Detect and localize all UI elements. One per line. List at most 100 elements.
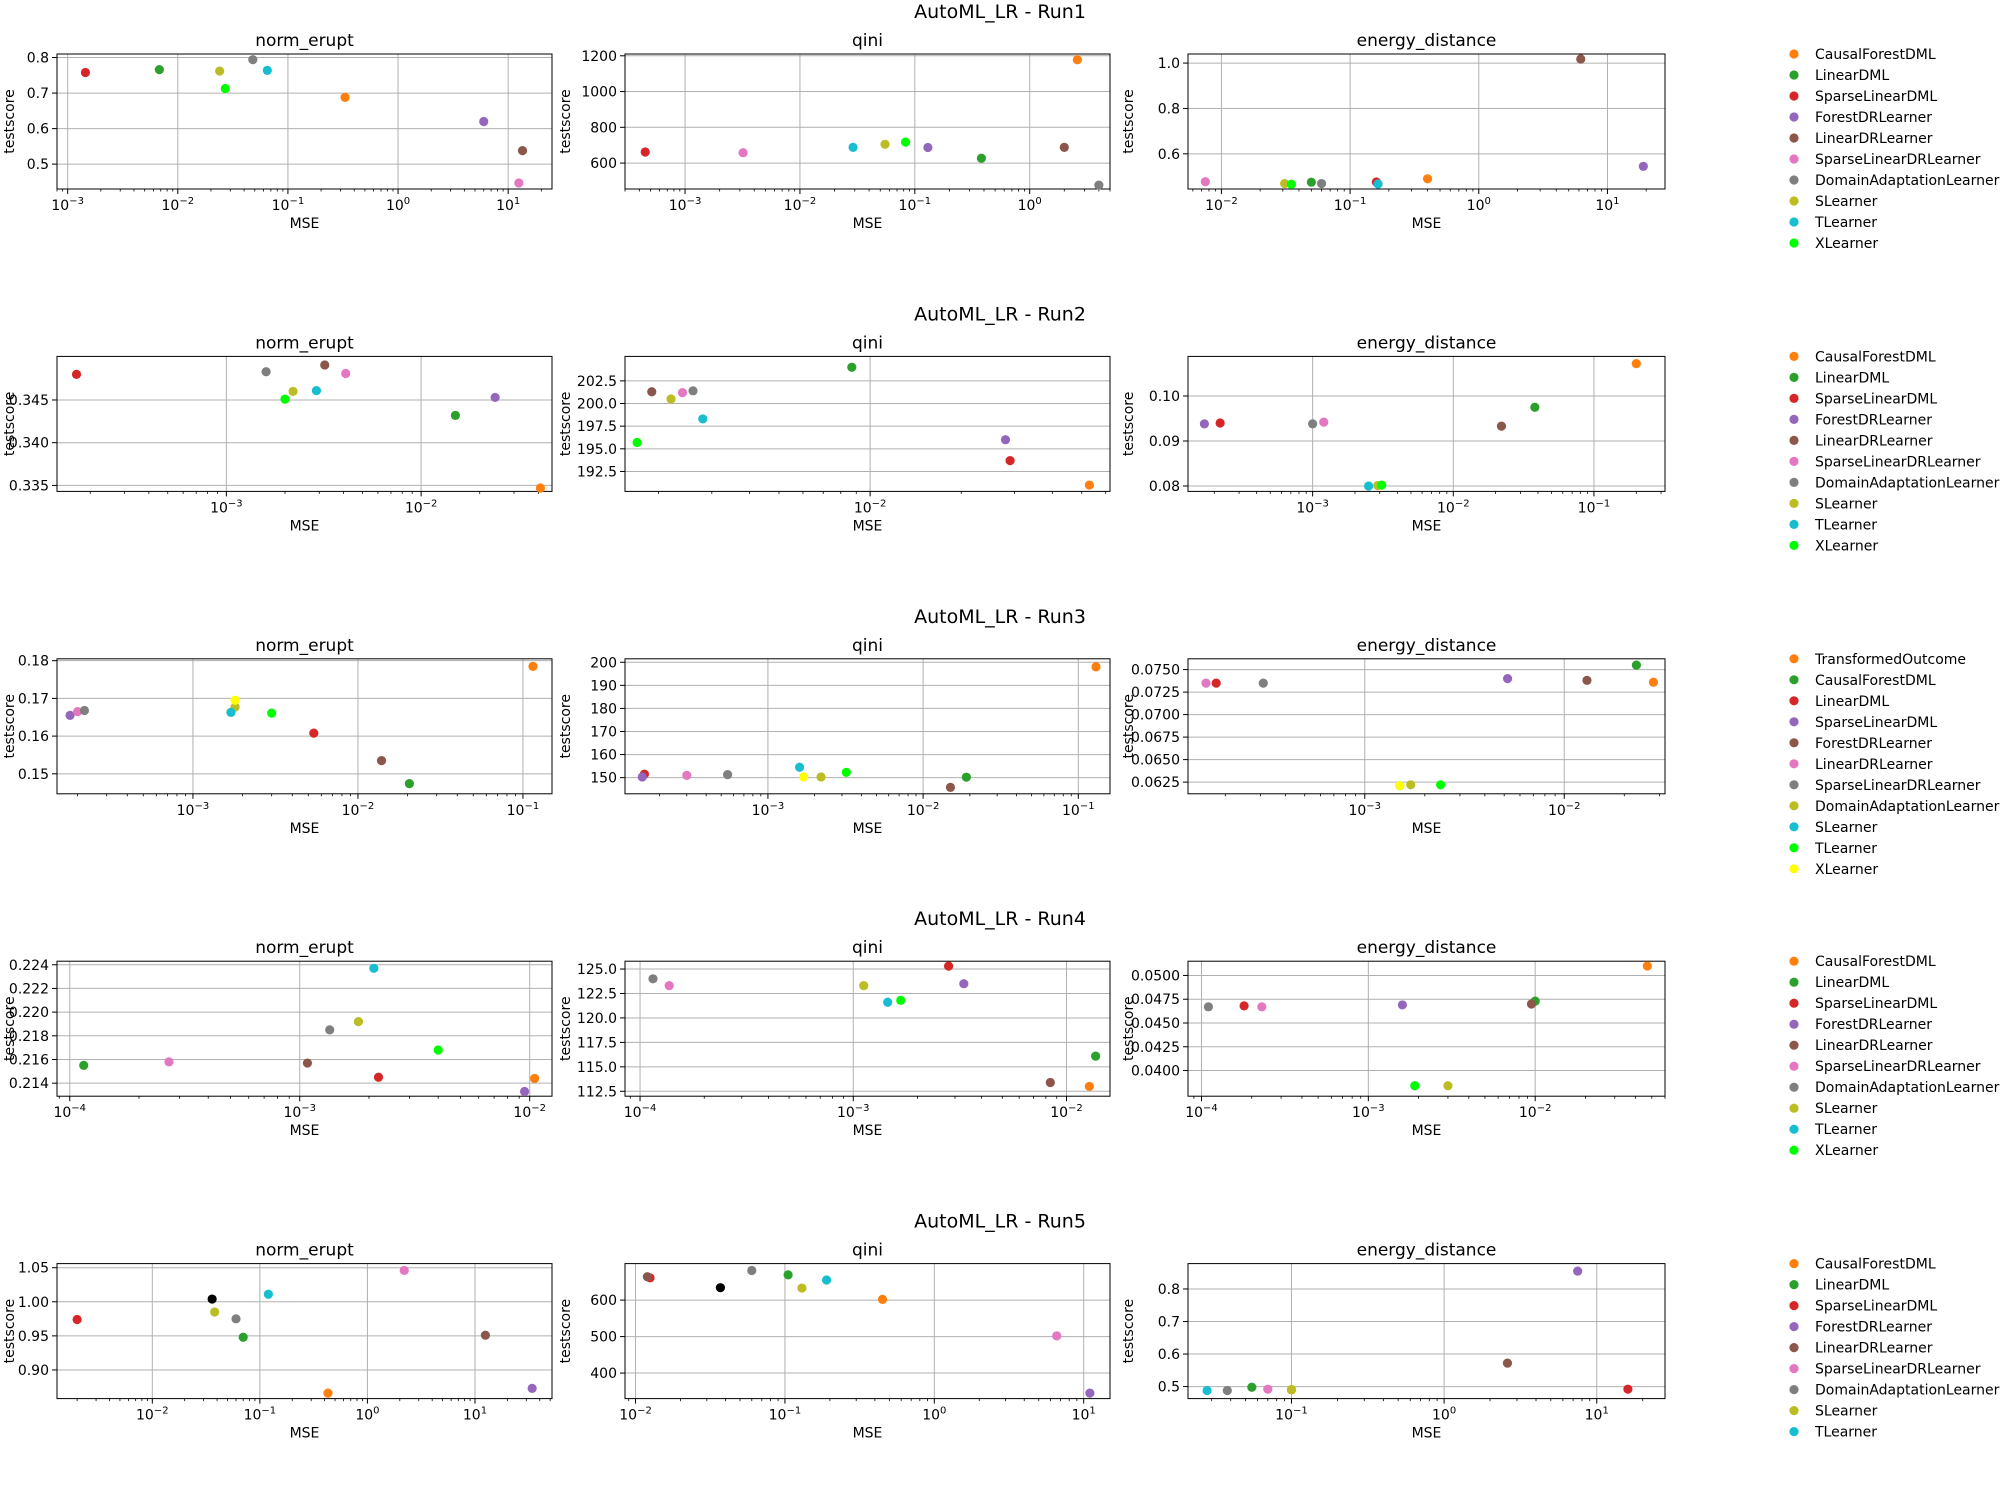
- y-axis-label: testscore: [558, 1299, 574, 1364]
- x-tick-label: 10−3: [1352, 1103, 1385, 1121]
- point-xlearner: [632, 437, 642, 448]
- axes-frame: [56, 53, 553, 190]
- legend-label: CausalForestDML: [1815, 673, 1936, 689]
- point-xlearner: [220, 83, 230, 94]
- point-domainadaptationlearner: [1316, 178, 1327, 189]
- legend-label: SLearner: [1815, 496, 1878, 512]
- legend-marker: [1789, 1082, 1799, 1092]
- axes-frame: [56, 355, 553, 492]
- x-axis-label: MSE: [290, 821, 320, 837]
- y-axis-label: testscore: [558, 392, 574, 457]
- panel-title: qini: [852, 31, 883, 51]
- point-causalforestdml: [877, 1294, 888, 1304]
- point-tlearner: [262, 65, 272, 75]
- y-tick-label: 1.0: [1158, 56, 1180, 72]
- legend-marker: [1789, 998, 1799, 1008]
- panel-energy_distance: energy_distance 10−3 10−2 10−1 0.08 0.09 0.10 M…: [1121, 333, 1666, 534]
- y-tick-label: 0.0750: [1131, 663, 1180, 679]
- point-lineardrlearner: [480, 1330, 491, 1340]
- point-sparselineardrlearner: [399, 1265, 409, 1276]
- legend-label: ForestDRLearner: [1815, 1017, 1932, 1033]
- point-lineardml: [1247, 1382, 1257, 1392]
- point-slearner: [226, 707, 236, 717]
- legend-marker: [1789, 498, 1799, 508]
- y-tick-label: 0.10: [1149, 389, 1180, 405]
- legend-marker: [1789, 738, 1799, 748]
- y-tick-label: 0.95: [18, 1329, 49, 1345]
- x-tick-label: 100: [355, 1406, 379, 1424]
- point-xlearner: [1377, 480, 1387, 490]
- y-axis-label: testscore: [1121, 1299, 1137, 1364]
- y-tick-label: 0.0450: [1131, 1016, 1180, 1032]
- point-domainadaptationlearner: [231, 1314, 241, 1324]
- y-tick-label: 160: [590, 748, 617, 764]
- y-tick-label: 0.224: [9, 958, 49, 974]
- legend-label: SparseLinearDML: [1815, 715, 1937, 731]
- run-5: AutoML_LR - Run5 norm_erupt 10−2 10−1 100 101…: [2, 1211, 2000, 1442]
- y-axis-label: testscore: [2, 996, 18, 1061]
- point-lineardml: [1306, 177, 1316, 187]
- legend-label: TransformedOutcome: [1814, 652, 1966, 668]
- panel-title: energy_distance: [1357, 636, 1497, 656]
- point-causalforestdml: [1642, 961, 1652, 971]
- legend-marker: [1789, 654, 1799, 664]
- panel-title: qini: [852, 333, 883, 353]
- y-tick-label: 122.5: [577, 986, 617, 1002]
- legend-label: DomainAdaptationLearner: [1815, 173, 2000, 189]
- y-tick-label: 0.8: [1158, 1282, 1180, 1298]
- panel-qini: qini 10−3 10−2 10−1 150 160 170 180 190 200 MSE tes…: [558, 636, 1111, 837]
- legend-marker: [1789, 1145, 1799, 1155]
- point-causalforestdml: [340, 92, 350, 102]
- point-xlearner: [1395, 781, 1405, 791]
- legend-marker: [1789, 49, 1799, 59]
- panel-qini: qini 10−3 10−2 10−1 100 600 800 1000 1200 MSE test…: [558, 31, 1111, 232]
- point-causalforestdml: [323, 1388, 333, 1398]
- point-forestdrlearner: [1638, 161, 1648, 171]
- y-axis-label: testscore: [2, 392, 18, 457]
- x-tick-label: 10−2: [136, 1406, 169, 1424]
- y-axis-label: testscore: [1121, 996, 1137, 1061]
- point-lineardrlearner: [1576, 54, 1586, 64]
- legend-marker: [1789, 372, 1799, 382]
- legend-marker: [1789, 675, 1799, 685]
- y-tick-label: 202.5: [577, 374, 617, 390]
- y-axis-label: testscore: [2, 1299, 18, 1364]
- x-tick-label: 10−1: [769, 1406, 802, 1424]
- point-tlearner: [1373, 179, 1383, 189]
- legend-marker: [1789, 477, 1799, 487]
- x-tick-label: 10−3: [752, 801, 785, 819]
- x-tick-label: 10−2: [513, 1103, 546, 1121]
- y-tick-label: 0.6: [27, 122, 49, 138]
- point-sparselineardrlearner: [1200, 177, 1210, 187]
- point-transformedoutcome: [1648, 677, 1659, 687]
- point-sparselineardrlearner: [341, 368, 351, 379]
- point-tlearner: [1364, 481, 1374, 491]
- y-tick-label: 1200: [581, 49, 617, 65]
- panel-title: energy_distance: [1357, 938, 1497, 958]
- point-sparselineardrlearner: [723, 770, 733, 780]
- point-transformedoutcome: [528, 661, 538, 671]
- point-xlearner: [900, 137, 911, 147]
- panel-energy_distance: energy_distance 10−2 10−1 100 101 0.6 0.8 1.0 MS…: [1121, 31, 1666, 232]
- y-tick-label: 112.5: [577, 1084, 617, 1100]
- point-lineardrlearner: [302, 1058, 313, 1068]
- axes-frame: [56, 1263, 553, 1400]
- point-xlearner: [433, 1045, 443, 1055]
- legend-label: DomainAdaptationLearner: [1815, 1080, 2000, 1096]
- legend-label: SparseLinearDML: [1815, 1299, 1937, 1315]
- axes-frame: [1187, 53, 1666, 190]
- point-domainadaptationlearner: [1203, 1002, 1214, 1012]
- panel-title: qini: [852, 1241, 883, 1261]
- point-sparselineardml: [1005, 455, 1015, 466]
- point-domainadaptationlearner: [648, 974, 658, 984]
- y-tick-label: 0.8: [1158, 101, 1180, 117]
- point-causalforestdml: [1084, 480, 1094, 490]
- legend-marker: [1789, 759, 1799, 769]
- x-tick-label: 10−2: [1548, 801, 1581, 819]
- point-sparselineardml: [1239, 1001, 1249, 1011]
- x-tick-label: 10−1: [244, 1406, 277, 1424]
- point-domainadaptationlearner: [325, 1025, 335, 1035]
- legend-marker: [1789, 1343, 1799, 1353]
- point-slearner: [1286, 1384, 1297, 1395]
- point-lineardrlearner: [320, 360, 330, 370]
